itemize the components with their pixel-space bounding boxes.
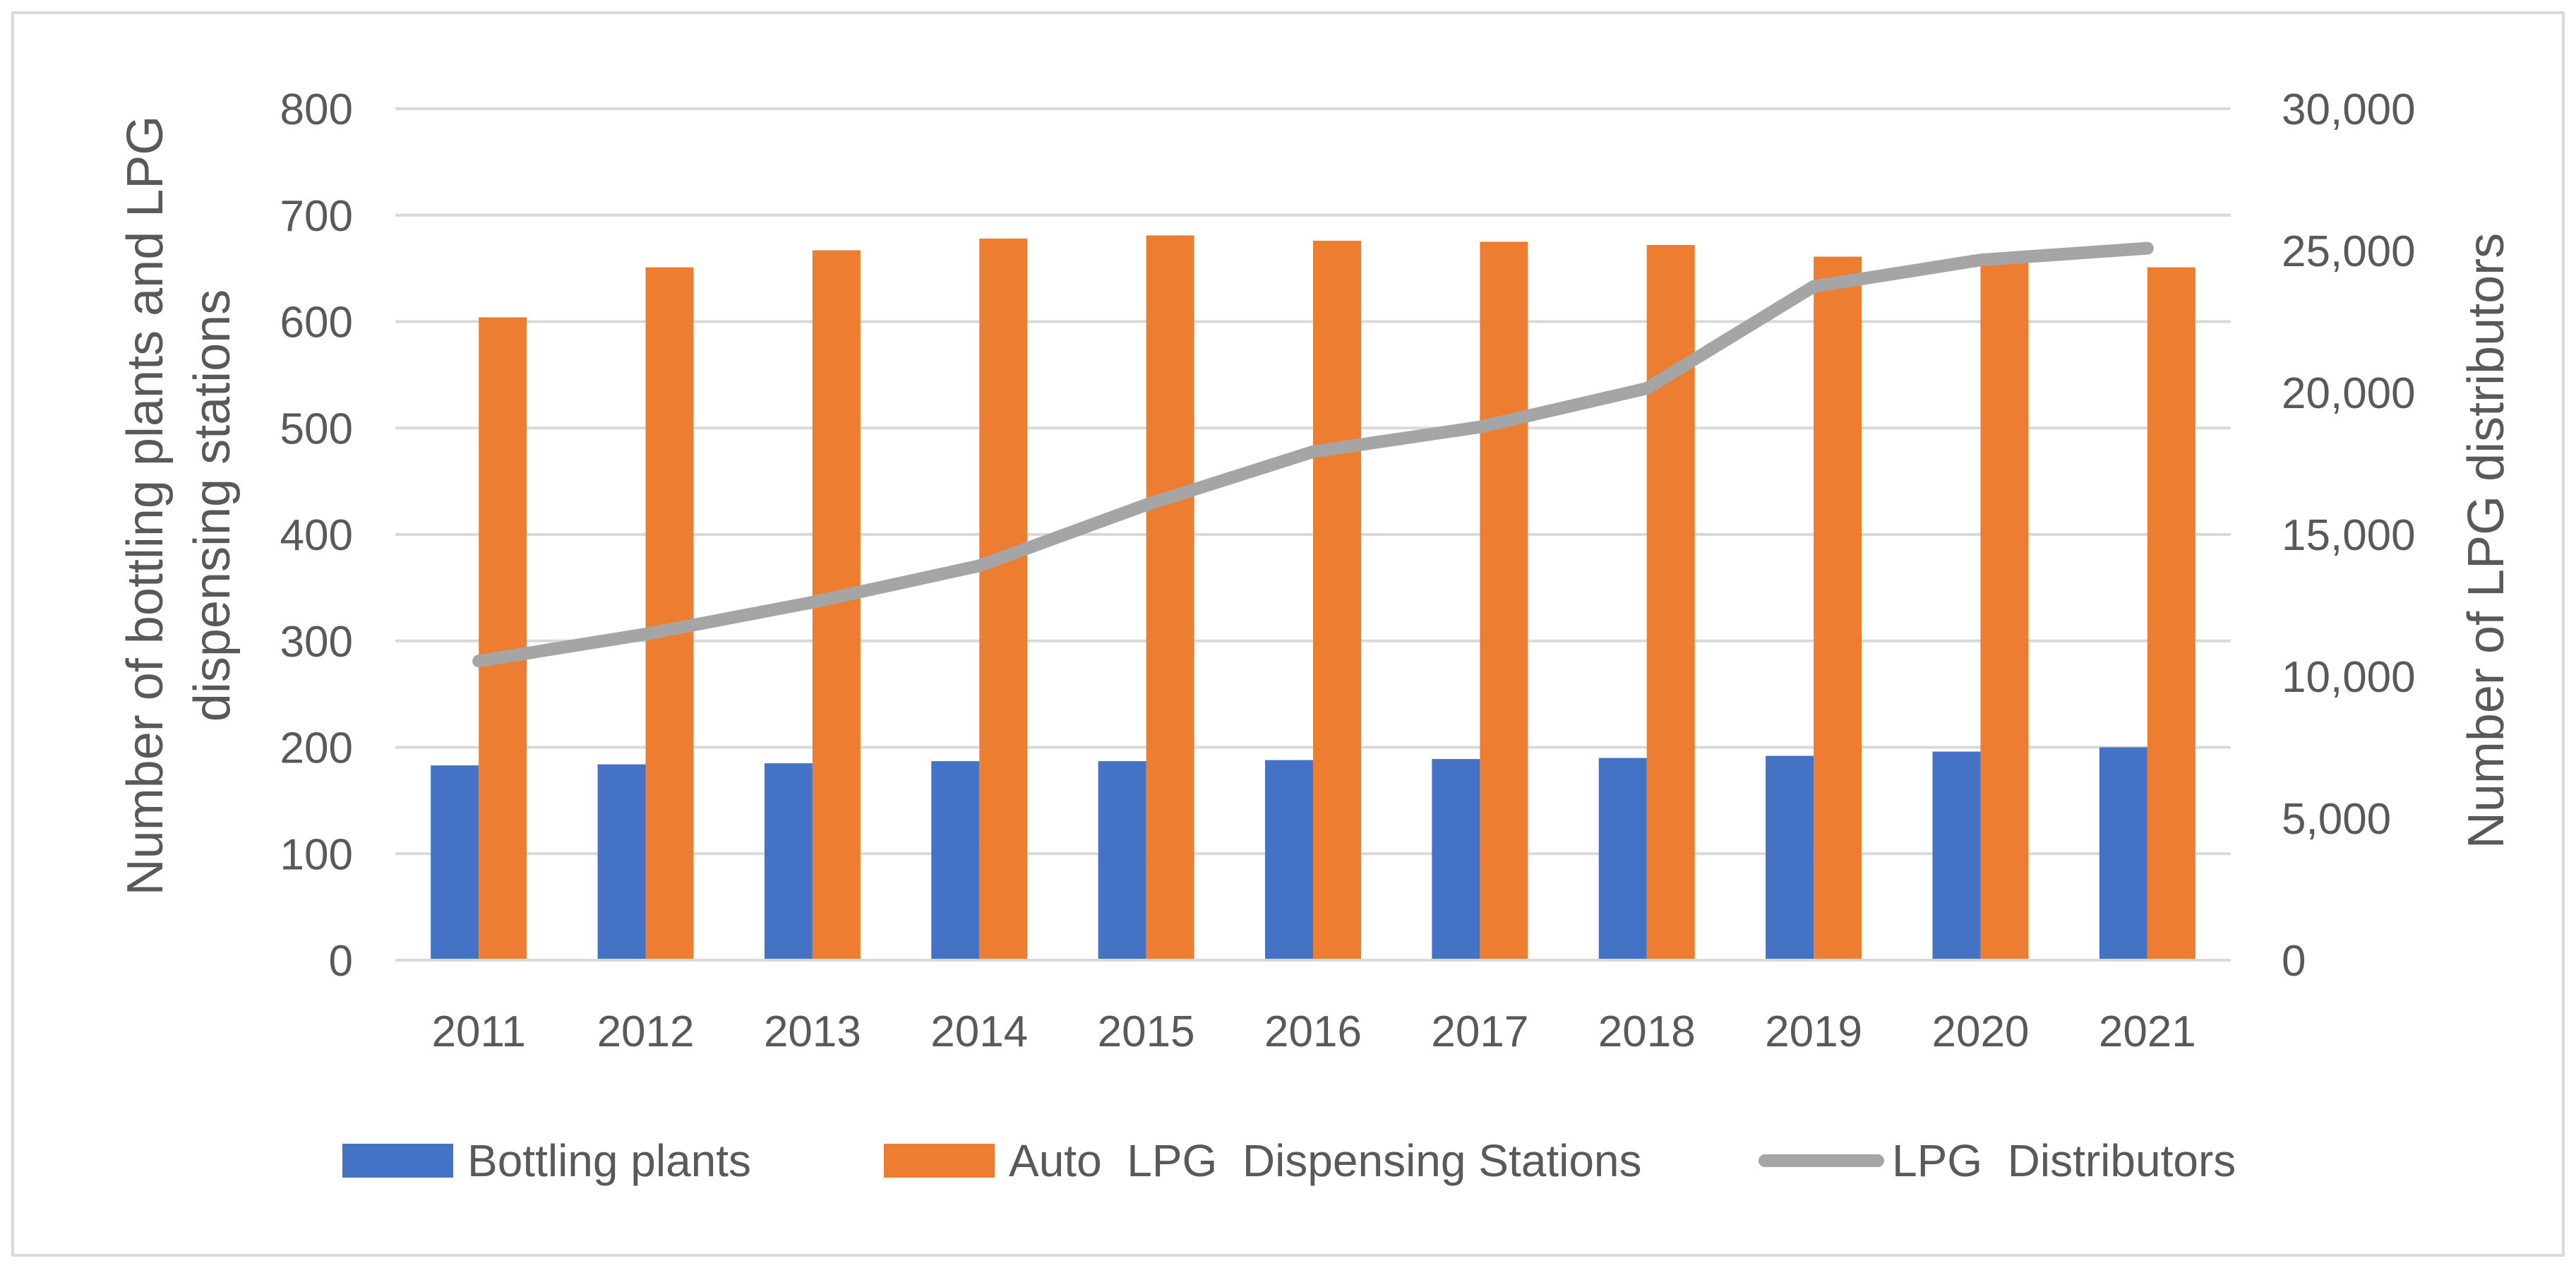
right-tick-label: 10,000 [2282,653,2416,702]
x-tick-label-2013: 2013 [764,1007,861,1056]
left-tick-label: 100 [280,830,353,879]
bars [431,235,2195,961]
bar-auto-lpg-dispensing-stations-2016 [1313,240,1361,960]
chart-frame [11,11,2565,1257]
bar-auto-lpg-dispensing-stations-2012 [645,267,694,960]
x-tick-label-2014: 2014 [930,1007,1028,1056]
right-tick-label: 30,000 [2282,85,2416,134]
bar-bottling-plants-2014 [931,761,980,960]
legend-swatch-bottling-plants [342,1144,453,1178]
legend-label-bottling-plants: Bottling plants [467,1135,751,1186]
legend-label-auto-lpg: Auto LPG Dispensing Stations [1009,1135,1642,1186]
bar-auto-lpg-dispensing-stations-2021 [2147,267,2195,960]
left-tick-label: 200 [280,724,353,773]
x-tick-label-2017: 2017 [1431,1007,1528,1056]
left-tick-label: 400 [280,511,353,560]
left-tick-label: 800 [280,85,353,134]
left-tick-label: 300 [280,618,353,666]
left-axis-title-line2: dispensing stations [184,289,241,722]
bar-bottling-plants-2017 [1432,759,1480,960]
left-axis-ticks: 0 100 200 300 400 500 600 700 800 [280,85,353,986]
right-axis-ticks: 0 5,000 10,000 15,000 20,000 25,000 30,000 [2282,85,2416,986]
x-tick-label-2012: 2012 [597,1007,695,1056]
bar-bottling-plants-2013 [764,763,813,960]
bar-auto-lpg-dispensing-stations-2020 [1980,261,2029,960]
bar-auto-lpg-dispensing-stations-2014 [979,238,1028,960]
bar-bottling-plants-2011 [431,765,479,960]
x-tick-label-2011: 2011 [432,1007,526,1056]
left-tick-label: 600 [280,299,353,347]
x-tick-label-2015: 2015 [1098,1007,1195,1056]
bar-bottling-plants-2016 [1265,760,1313,960]
line-lpg-distributors [472,241,2154,668]
legend-swatch-auto-lpg [884,1144,995,1178]
bar-bottling-plants-2012 [597,764,646,960]
bar-bottling-plants-2020 [1932,751,1981,960]
x-axis-ticks: 2011 2012 2013 2014 2015 2016 2017 2018 2019 2020… [432,1007,2196,1056]
bar-auto-lpg-dispensing-stations-2018 [1646,244,1695,961]
x-tick-label-2021: 2021 [2099,1007,2196,1056]
x-tick-label-2019: 2019 [1765,1007,1862,1056]
bar-auto-lpg-dispensing-stations-2017 [1480,241,1528,960]
bar-auto-lpg-dispensing-stations-2015 [1146,235,1194,961]
right-tick-label: 20,000 [2282,369,2416,418]
bar-bottling-plants-2018 [1598,758,1647,960]
x-tick-label-2020: 2020 [1931,1007,2029,1056]
legend: Bottling plants Auto LPG Dispensing Stat… [342,1135,2236,1186]
bar-auto-lpg-dispensing-stations-2011 [479,317,527,961]
right-tick-label: 5,000 [2282,795,2391,844]
left-tick-label: 700 [280,192,353,241]
left-axis-title-line1: Number of bottling plants and LPG [117,116,174,896]
bar-bottling-plants-2019 [1766,755,1814,960]
bar-auto-lpg-dispensing-stations-2019 [1814,256,1862,961]
x-tick-label-2016: 2016 [1264,1007,1362,1056]
x-tick-label-2018: 2018 [1598,1007,1696,1056]
right-tick-label: 0 [2282,937,2306,986]
bar-bottling-plants-2015 [1098,761,1146,960]
line-series [472,241,2154,668]
left-tick-label: 500 [280,405,353,453]
legend-label-lpg-distributors: LPG Distributors [1892,1135,2236,1186]
right-axis-title: Number of LPG distributors [2458,233,2515,849]
bar-bottling-plants-2021 [2099,747,2147,960]
right-tick-label: 15,000 [2282,511,2416,560]
left-tick-label: 0 [329,937,353,986]
right-tick-label: 25,000 [2282,227,2416,276]
